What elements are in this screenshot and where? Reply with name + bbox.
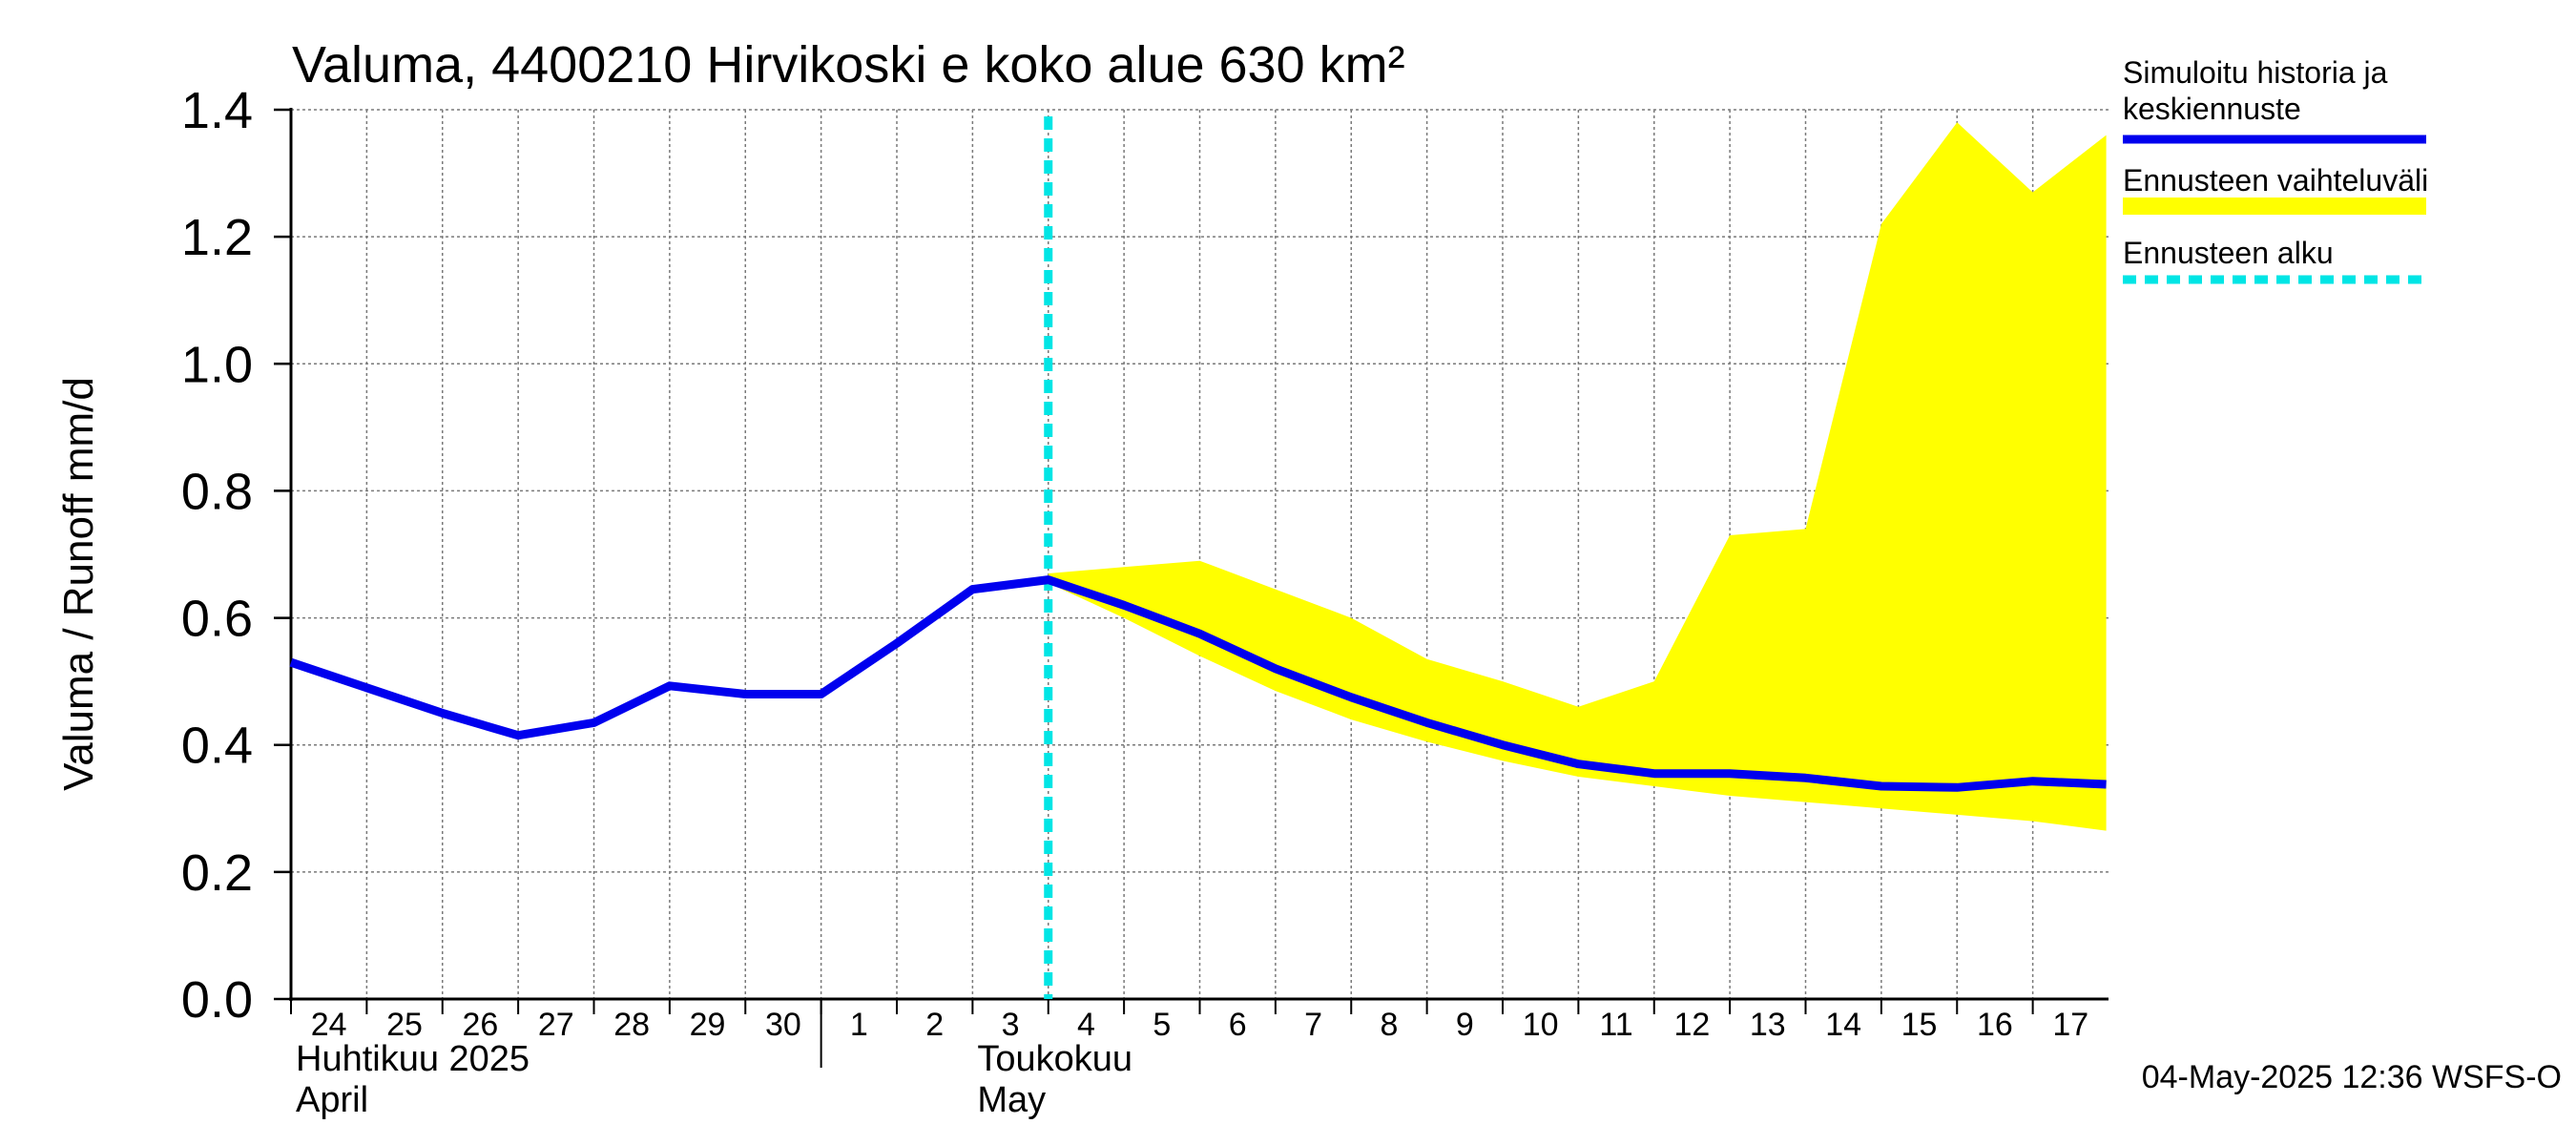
x-tick-label: 27 (538, 1007, 574, 1043)
y-tick-label: 1.2 (181, 209, 253, 266)
month-label-en: April (296, 1080, 368, 1120)
x-tick-label: 29 (690, 1007, 726, 1043)
x-tick-label: 24 (311, 1007, 347, 1043)
x-tick-label: 1 (850, 1007, 868, 1043)
forecast-range-area (1048, 122, 2107, 831)
simulated-history-line (289, 575, 2107, 792)
chart-title: Valuma, 4400210 Hirvikoski e koko alue 6… (292, 36, 1405, 94)
x-tick-label: 15 (1901, 1007, 1938, 1043)
y-tick-label: 0.4 (181, 718, 253, 775)
y-tick-label: 0.0 (181, 971, 253, 1029)
x-tick-label: 2 (925, 1007, 944, 1043)
x-tick-label: 17 (2052, 1007, 2088, 1043)
x-tick-label: 9 (1456, 1007, 1474, 1043)
x-tick-label: 28 (613, 1007, 650, 1043)
legend-label: Simuloitu historia ja (2123, 55, 2388, 90)
y-tick-label: 1.4 (181, 82, 253, 139)
tick-labels: 0.00.20.40.60.81.01.21.424 25 26 27 28 29 30 1 2… (181, 82, 2088, 1120)
x-tick-label: 14 (1825, 1007, 1861, 1043)
x-tick-label: 6 (1229, 1007, 1247, 1043)
x-tick-label: 8 (1380, 1007, 1398, 1043)
x-tick-label: 3 (1002, 1007, 1020, 1043)
x-tick-label: 16 (1977, 1007, 2013, 1043)
y-tick-label: 0.2 (181, 844, 253, 902)
forecast-range-band (1048, 122, 2107, 831)
x-tick-label: 4 (1077, 1007, 1095, 1043)
x-tick-label: 10 (1523, 1007, 1559, 1043)
y-axis-label: Valuma / Runoff mm/d (55, 377, 102, 791)
month-label-en: May (977, 1080, 1046, 1120)
y-tick-label: 0.6 (181, 591, 253, 648)
legend-label: Ennusteen vaihteluväli (2123, 163, 2428, 198)
legend-label: Ennusteen alku (2123, 236, 2334, 270)
y-tick-label: 0.8 (181, 463, 253, 520)
x-tick-label: 25 (386, 1007, 423, 1043)
x-tick-label: 30 (765, 1007, 801, 1043)
axes (274, 108, 2109, 1068)
x-tick-label: 13 (1750, 1007, 1786, 1043)
x-tick-label: 12 (1674, 1007, 1711, 1043)
legend-label: keskiennuste (2123, 92, 2301, 126)
series (289, 116, 2107, 999)
x-tick-label: 5 (1153, 1007, 1171, 1043)
x-tick-label: 11 (1599, 1007, 1632, 1043)
x-tick-label: 26 (463, 1007, 499, 1043)
month-label-fi: Huhtikuu 2025 (296, 1039, 530, 1079)
y-tick-label: 1.0 (181, 336, 253, 393)
footer-timestamp: 04-May-2025 12:36 WSFS-O (2142, 1059, 2562, 1095)
month-label-fi: Toukokuu (977, 1039, 1132, 1079)
x-tick-label: 7 (1304, 1007, 1322, 1043)
